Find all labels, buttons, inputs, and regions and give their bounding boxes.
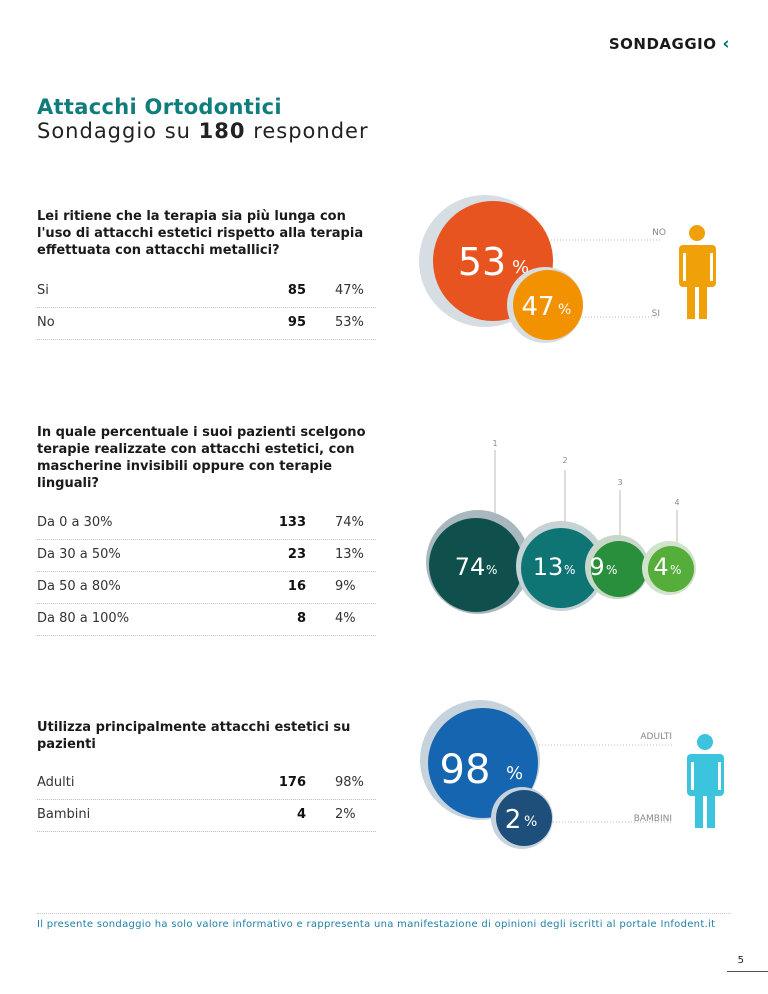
row-label: Si [37, 283, 49, 298]
question-1: Lei ritiene che la terapia sia più lunga… [37, 209, 364, 258]
bubble-9-unit: % [606, 563, 617, 577]
footer-note: Il presente sondaggio ha solo valore inf… [37, 913, 731, 930]
row-label: Da 0 a 30% [37, 515, 113, 530]
row-percent: 53% [335, 315, 364, 330]
row-label: Da 50 a 80% [37, 579, 121, 594]
row-percent: 13% [335, 547, 364, 562]
bubble-74-value: 74 [455, 553, 486, 581]
label-bambini: BAMBINI [634, 814, 672, 824]
marker-1: 1 [492, 439, 497, 448]
row-label: Adulti [37, 775, 75, 790]
row-label: Bambini [37, 807, 91, 822]
row-percent: 9% [335, 579, 356, 594]
bubble-4-unit: % [670, 563, 681, 577]
table-row: Si 85 47% [37, 276, 376, 308]
bubble-adulti-unit: % [506, 763, 523, 784]
question-3: Utilizza principalmente attacchi estetic… [37, 720, 351, 752]
table-row: Adulti 176 98% [37, 768, 376, 800]
page-title: Attacchi Ortodontici [37, 95, 282, 119]
label-no: NO [652, 228, 666, 238]
table-row: Da 30 a 50% 23 13% [37, 540, 376, 572]
row-count: 8 [296, 611, 306, 626]
row-count: 85 [287, 283, 306, 298]
page-number-rule [727, 971, 768, 972]
table-row: No 95 53% [37, 308, 376, 340]
q2-bubble-chart: 1 2 3 4 74 % 13 % 9 % 4 % [426, 439, 696, 614]
row-label: Da 30 a 50% [37, 547, 121, 562]
row-count: 23 [287, 547, 306, 562]
section-label: SONDAGGIO ‹ [609, 34, 730, 54]
bubble-74-unit: % [486, 563, 497, 577]
chevron-left-icon: ‹ [722, 34, 730, 54]
bubble-4-value: 4 [653, 553, 668, 581]
table-row: Da 50 a 80% 16 9% [37, 572, 376, 604]
label-si: SI [652, 309, 660, 319]
bubble-13 [521, 528, 601, 608]
subtitle-prefix: Sondaggio su [37, 119, 191, 143]
bubble-si-value: 47 [521, 292, 554, 322]
bubble-4 [648, 546, 694, 592]
subtitle-suffix: responder [253, 119, 369, 143]
row-count: 176 [278, 775, 306, 790]
page-number: 5 [737, 955, 744, 966]
bubble-si-unit: % [558, 302, 571, 318]
row-percent: 2% [335, 807, 356, 822]
bubble-74 [429, 518, 523, 612]
bubble-13-unit: % [564, 563, 575, 577]
q1-bubble-chart: 53 % 47 % NO SI [419, 195, 716, 343]
marker-2: 2 [562, 456, 567, 465]
subtitle-count: 180 [198, 119, 246, 143]
bubble-9-value: 9 [589, 553, 604, 581]
person-icon [679, 225, 716, 319]
row-count: 95 [287, 315, 306, 330]
row-percent: 4% [335, 611, 356, 626]
row-label: Da 80 a 100% [37, 611, 130, 626]
bubble-bambini-value: 2 [505, 805, 522, 835]
person-icon [687, 734, 724, 828]
bubble-bambini [496, 790, 552, 846]
bubble-no-value: 53 [458, 240, 506, 284]
bubble-adulti-value: 98 [440, 747, 491, 793]
marker-4: 4 [674, 498, 679, 507]
bubble-9 [591, 541, 647, 597]
label-adulti: ADULTI [640, 732, 672, 742]
page-subtitle: Sondaggio su 180 responder [37, 119, 369, 143]
table-row: Bambini 4 2% [37, 800, 376, 832]
row-percent: 74% [335, 515, 364, 530]
row-percent: 98% [335, 775, 364, 790]
q3-bubble-chart: 98 % 2 % ADULTI BAMBINI [420, 700, 724, 849]
row-count: 4 [296, 807, 306, 822]
bubble-si [513, 270, 583, 340]
row-count: 16 [287, 579, 306, 594]
row-percent: 47% [335, 283, 364, 298]
row-label: No [37, 315, 55, 330]
bubble-bambini-unit: % [524, 814, 537, 830]
table-row: Da 80 a 100% 8 4% [37, 604, 376, 636]
table-row: Da 0 a 30% 133 74% [37, 508, 376, 540]
row-count: 133 [278, 515, 306, 530]
question-2: In quale percentuale i suoi pazienti sce… [37, 425, 366, 491]
marker-3: 3 [617, 478, 622, 487]
section-label-text: SONDAGGIO [608, 35, 717, 53]
bubble-13-value: 13 [533, 553, 564, 581]
bubble-no-unit: % [512, 257, 529, 278]
